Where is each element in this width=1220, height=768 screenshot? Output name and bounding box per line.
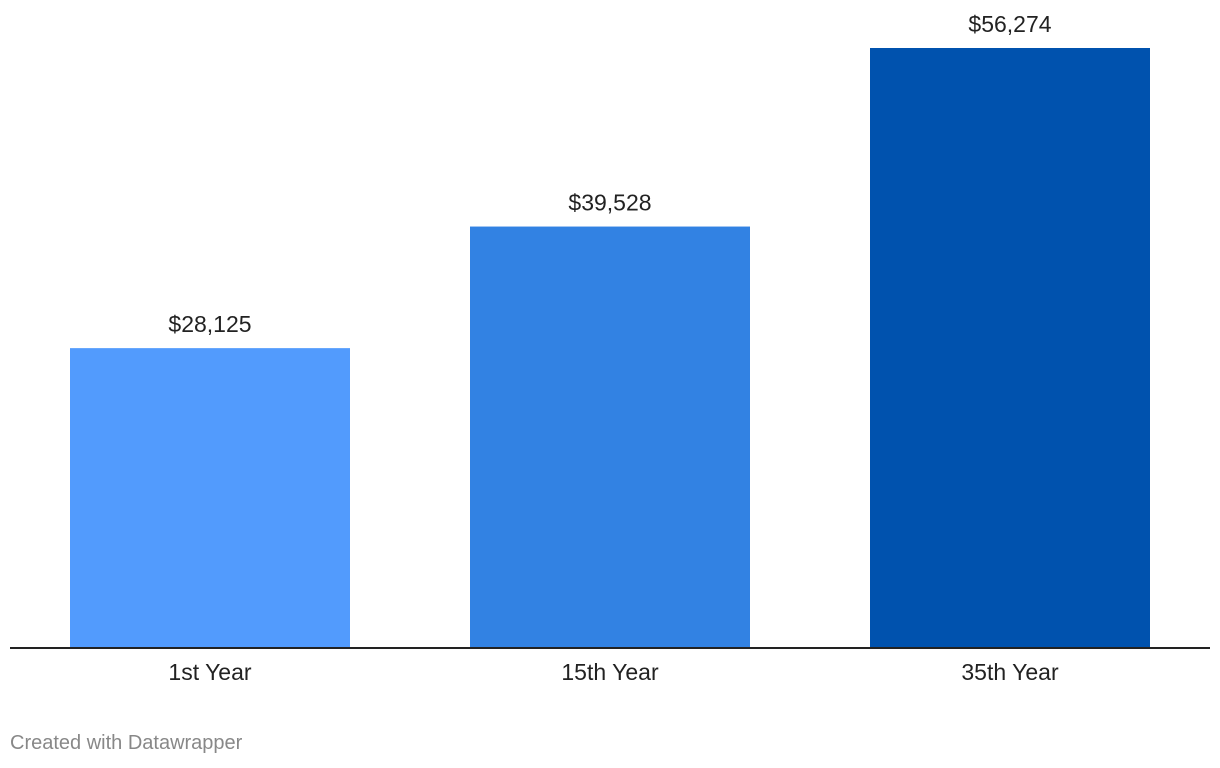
value-labels-group: $28,125 $39,528 $56,274 bbox=[168, 11, 1051, 337]
credit-text: Created with Datawrapper bbox=[10, 732, 243, 754]
category-label-2: 15th Year bbox=[561, 659, 659, 685]
category-label-1: 1st Year bbox=[168, 659, 251, 685]
bars-group bbox=[70, 48, 1150, 648]
bar-1 bbox=[70, 348, 350, 648]
bar-value-label-2: $39,528 bbox=[568, 190, 651, 216]
bar-value-label-1: $28,125 bbox=[168, 311, 251, 337]
category-labels-group: 1st Year 15th Year 35th Year bbox=[168, 659, 1059, 685]
bar-value-label-3: $56,274 bbox=[968, 11, 1051, 37]
bar-2 bbox=[470, 226, 750, 648]
category-label-3: 35th Year bbox=[961, 659, 1059, 685]
bar-3 bbox=[870, 48, 1150, 648]
